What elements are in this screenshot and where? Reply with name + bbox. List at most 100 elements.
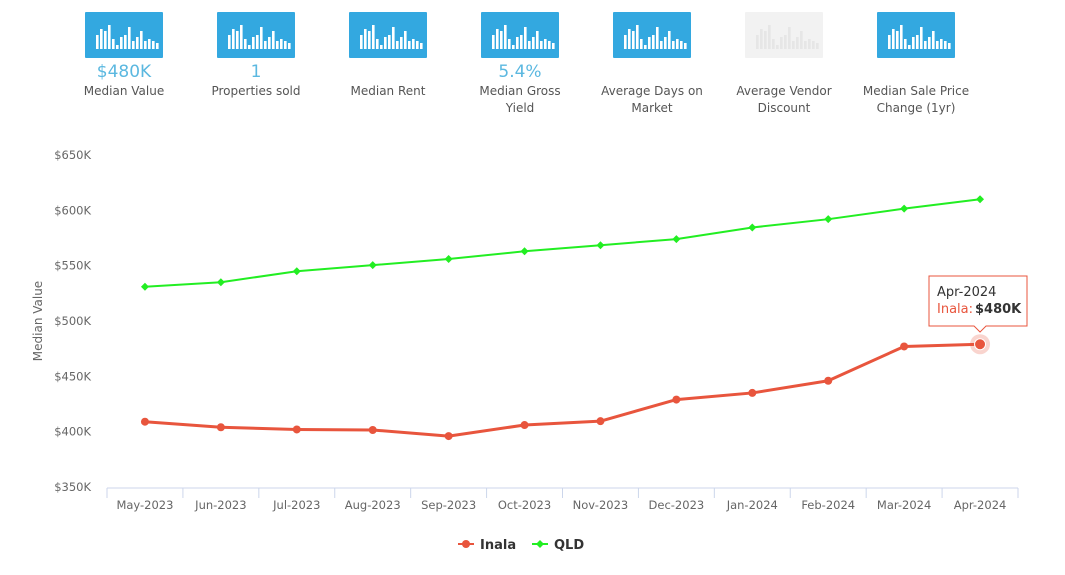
icon-bar [552, 43, 555, 49]
icon-bar [260, 27, 263, 49]
stat-value: 1 [250, 62, 262, 82]
data-point-qld [824, 215, 833, 224]
legend-item-inala[interactable]: Inala [458, 538, 516, 553]
icon-bar [100, 29, 103, 49]
stat-average-days-on-market[interactable]: Average Days on Market [587, 12, 717, 117]
icon-bar [760, 29, 763, 49]
icon-bar [532, 37, 535, 49]
icon-bar [808, 39, 811, 49]
icon-bar [896, 31, 899, 49]
icon-bar [636, 25, 639, 49]
data-point-inala [292, 425, 301, 434]
icon-bar [772, 39, 775, 49]
icon-bar [780, 37, 783, 49]
bar-chart-icon [613, 12, 691, 58]
x-tick-label: Sep-2023 [421, 498, 476, 512]
icon-bar [148, 39, 151, 49]
icon-bar [112, 39, 115, 49]
data-point-qld [672, 235, 681, 244]
icon-bar [912, 37, 915, 49]
data-point-qld [216, 278, 225, 287]
data-point-qld [444, 255, 453, 264]
stat-label: Properties sold [211, 84, 301, 98]
y-axis-title: Median Value [31, 281, 45, 361]
stats-bar: $480K Median Value 1 Properties sold Med… [0, 0, 1065, 130]
stat-value: 5.4% [498, 62, 542, 82]
stat-properties-sold[interactable]: 1 Properties sold [191, 12, 321, 100]
icon-bar [108, 25, 111, 49]
icon-bar [360, 35, 363, 49]
icon-bar [628, 29, 631, 49]
tooltip-box [928, 275, 1028, 333]
data-point-qld [976, 195, 985, 204]
icon-bar [116, 45, 119, 49]
data-point-qld [520, 247, 529, 256]
icon-bar [248, 45, 251, 49]
bar-chart-icon [877, 12, 955, 58]
bar-chart-icon [85, 12, 163, 58]
legend: Inala QLD [458, 538, 584, 553]
x-tick-label: Mar-2024 [877, 498, 931, 512]
data-point-inala [672, 395, 681, 404]
icon-bar [384, 37, 387, 49]
icon-bar [268, 37, 271, 49]
stat-label: Average Days on Market [601, 84, 703, 115]
icon-bar [264, 41, 267, 49]
stat-median-gross-yield[interactable]: 5.4% Median Gross Yield [455, 12, 585, 117]
icon-bar [936, 41, 939, 49]
icon-bar [796, 37, 799, 49]
icon-bar [136, 37, 139, 49]
data-point-inala [444, 432, 453, 441]
icon-bar [156, 43, 159, 49]
icon-bar [104, 31, 107, 49]
legend-item-qld[interactable]: QLD [532, 538, 584, 553]
icon-bar [372, 25, 375, 49]
x-tick-label: Feb-2024 [801, 498, 855, 512]
legend-label: Inala [480, 538, 516, 553]
x-tick-label: Aug-2023 [345, 498, 401, 512]
y-tick-label: $500K [54, 314, 91, 328]
x-tick-label: Oct-2023 [498, 498, 551, 512]
stat-value: $480K [96, 62, 152, 82]
data-point-inala [140, 417, 149, 426]
x-tick-label: May-2023 [116, 498, 173, 512]
y-tick-label: $450K [54, 369, 91, 383]
icon-bar [812, 41, 815, 49]
icon-bar [944, 41, 947, 49]
icon-bar [644, 45, 647, 49]
icon-bar [528, 41, 531, 49]
icon-bar [412, 39, 415, 49]
data-point-inala [824, 376, 833, 385]
icon-bar [132, 41, 135, 49]
icon-bar [236, 31, 239, 49]
icon-bar [656, 27, 659, 49]
icon-bar [280, 39, 283, 49]
icon-bar [244, 39, 247, 49]
icon-bar [396, 41, 399, 49]
stat-median-rent[interactable]: Median Rent [323, 12, 453, 100]
stat-median-value[interactable]: $480K Median Value [59, 12, 189, 100]
data-point-inala [216, 423, 225, 432]
tooltip: Apr-2024 Inala: $480K [928, 275, 1028, 333]
icon-bar [252, 37, 255, 49]
stat-median-sale-price-change[interactable]: Median Sale Price Change (1yr) [851, 12, 981, 117]
icon-bar [816, 43, 819, 49]
icon-bar [900, 25, 903, 49]
x-tick-label: Jul-2023 [272, 498, 320, 512]
icon-bar [404, 31, 407, 49]
y-tick-label: $550K [54, 259, 91, 273]
legend-marker [462, 540, 470, 548]
icon-bar [228, 35, 231, 49]
icon-bar [144, 41, 147, 49]
icon-bar [548, 41, 551, 49]
icon-bar [792, 41, 795, 49]
icon-bar [524, 27, 527, 49]
series-line-inala [144, 342, 981, 438]
icon-bar [140, 31, 143, 49]
icon-bar [388, 35, 391, 49]
icon-bar [664, 37, 667, 49]
icon-bar [380, 45, 383, 49]
icon-bar [768, 25, 771, 49]
data-point-inala [520, 421, 529, 430]
icon-bar [128, 27, 131, 49]
